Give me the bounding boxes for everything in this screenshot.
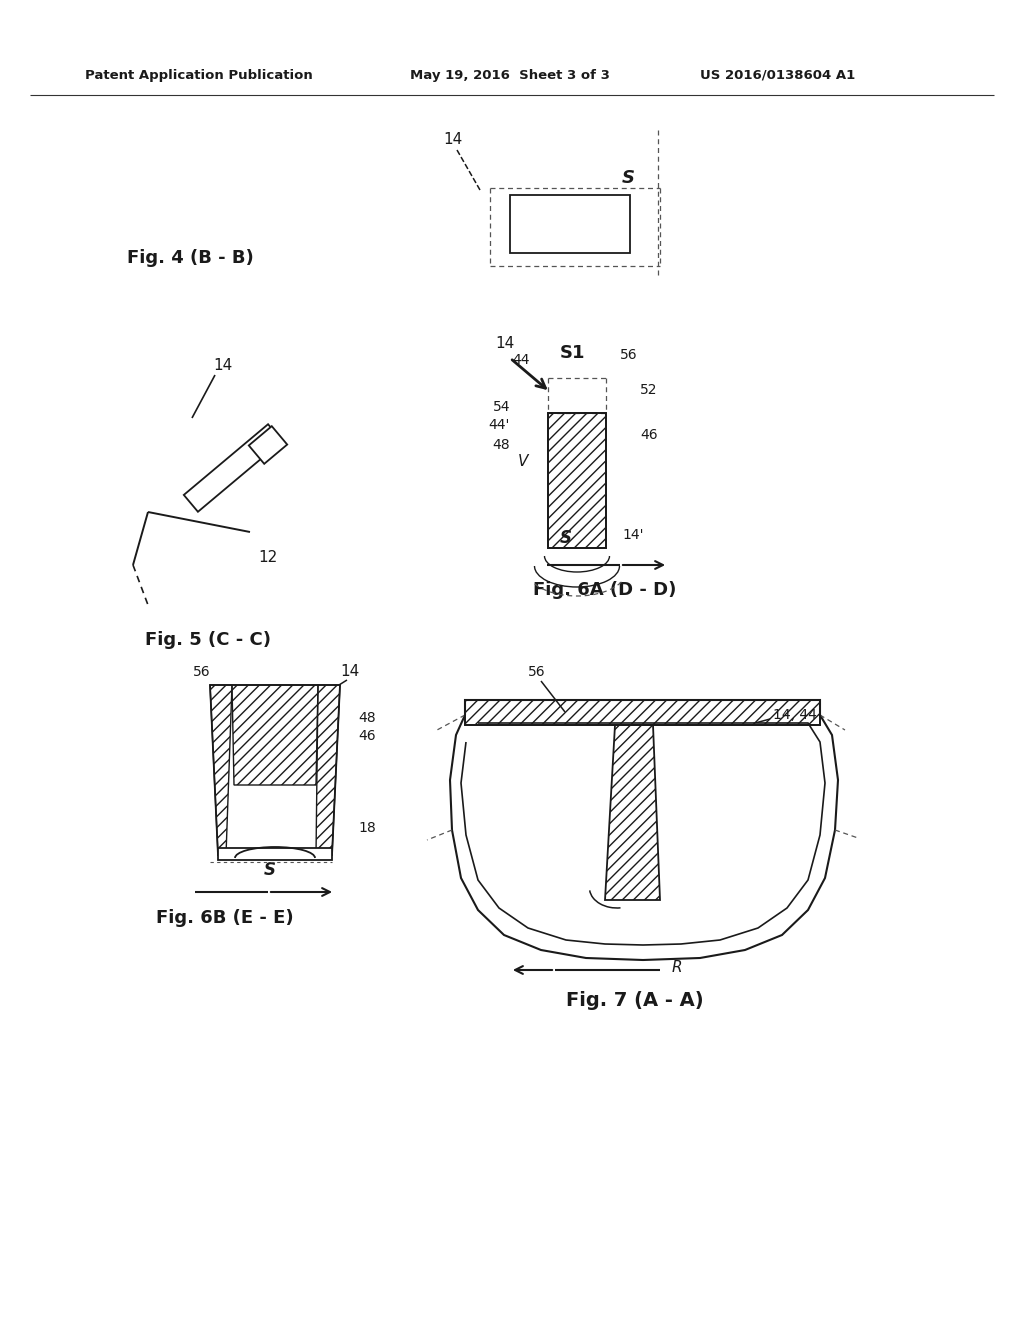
Text: R: R (672, 961, 683, 975)
Polygon shape (210, 685, 340, 855)
Text: 44: 44 (512, 352, 530, 367)
Text: 46: 46 (358, 729, 376, 743)
Text: Patent Application Publication: Patent Application Publication (85, 69, 312, 82)
Text: S: S (260, 436, 279, 454)
Polygon shape (461, 723, 825, 945)
Text: V: V (518, 454, 528, 470)
Text: 48: 48 (493, 438, 510, 451)
Text: 14: 14 (443, 132, 463, 148)
Text: Fig. 6A (D - D): Fig. 6A (D - D) (534, 581, 677, 599)
Text: May 19, 2016  Sheet 3 of 3: May 19, 2016 Sheet 3 of 3 (410, 69, 610, 82)
Text: 14: 14 (213, 358, 232, 372)
Bar (218, 847, 332, 861)
Bar (465, 700, 820, 725)
Text: 14, 44: 14, 44 (773, 708, 817, 722)
Text: 56: 56 (528, 665, 546, 678)
Text: 56: 56 (620, 348, 638, 362)
Polygon shape (183, 424, 283, 512)
Text: S: S (560, 529, 572, 546)
Text: Fig. 4 (B - B): Fig. 4 (B - B) (127, 249, 253, 267)
Text: S: S (622, 169, 635, 187)
Text: 12: 12 (583, 822, 600, 837)
Text: 14: 14 (495, 335, 514, 351)
Text: 14: 14 (340, 664, 359, 680)
Text: 12: 12 (258, 550, 278, 565)
Text: 14': 14' (622, 528, 643, 543)
Text: US 2016/0138604 A1: US 2016/0138604 A1 (700, 69, 855, 82)
Text: Fig. 7 (A - A): Fig. 7 (A - A) (566, 990, 703, 1010)
Text: 48: 48 (358, 711, 376, 725)
Text: 56: 56 (193, 665, 211, 678)
Polygon shape (249, 426, 287, 463)
Text: 46: 46 (640, 428, 657, 442)
Text: 18: 18 (358, 821, 376, 836)
Polygon shape (450, 700, 838, 960)
Text: Fig. 5 (C - C): Fig. 5 (C - C) (145, 631, 271, 649)
Bar (510, 195, 630, 253)
Bar (548, 413, 606, 548)
Bar (465, 700, 820, 725)
Text: 52: 52 (640, 383, 657, 397)
Text: α: α (616, 847, 626, 862)
Text: 54: 54 (493, 400, 510, 414)
Text: Fig. 6B (E - E): Fig. 6B (E - E) (157, 909, 294, 927)
Bar (548, 413, 606, 548)
Text: 44': 44' (488, 418, 510, 432)
Text: S1: S1 (560, 345, 586, 362)
Text: S: S (264, 861, 276, 879)
